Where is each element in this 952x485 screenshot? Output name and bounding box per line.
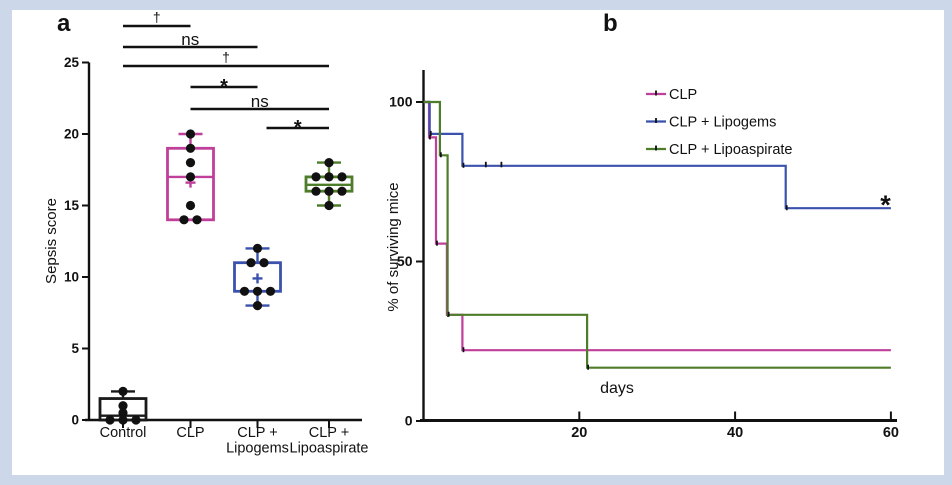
box-group-clp-lipogems xyxy=(233,243,282,311)
panel-b-y-tick-label: 0 xyxy=(405,413,413,429)
panel-a-category-label: Control xyxy=(100,425,147,441)
box-group-clp-lipoaspirate xyxy=(304,158,354,211)
box-group-clp xyxy=(166,129,215,225)
data-point xyxy=(185,129,196,139)
panel-b-x-tick-label: 40 xyxy=(727,425,743,441)
data-point xyxy=(324,172,334,182)
data-point xyxy=(324,158,334,168)
figure-canvas xyxy=(12,10,944,475)
data-point xyxy=(259,258,269,268)
survival-curve-clp-lipogems xyxy=(423,100,891,211)
data-point xyxy=(337,172,347,182)
step-line xyxy=(423,100,891,369)
panel-b-y-tick-label: 50 xyxy=(397,253,413,269)
data-point xyxy=(265,286,276,296)
panel-a-category-label: CLP xyxy=(176,425,204,441)
legend-label: CLP xyxy=(669,87,697,103)
legend-label: CLP + Lipoaspirate xyxy=(669,142,792,158)
data-point xyxy=(185,200,196,211)
data-point xyxy=(179,215,189,225)
data-point xyxy=(118,401,128,411)
panel-b-x-axis-title: days xyxy=(600,380,634,397)
panel-a-category-label: Lipogems xyxy=(226,441,289,457)
step-line xyxy=(423,100,891,210)
panel-a-y-tick-label: 0 xyxy=(71,413,79,428)
box-group-control xyxy=(98,386,148,425)
data-point xyxy=(252,286,263,296)
panel-a-y-tick-label: 15 xyxy=(64,198,80,213)
data-point xyxy=(311,172,321,182)
data-point xyxy=(324,186,334,196)
step-line xyxy=(423,100,891,352)
legend-label: CLP + Lipogems xyxy=(669,115,776,131)
data-point xyxy=(118,386,128,396)
data-point xyxy=(324,200,334,211)
data-point xyxy=(131,415,141,425)
sig-label: * xyxy=(220,76,228,98)
data-point xyxy=(118,415,128,425)
data-point xyxy=(239,286,250,296)
sig-label: † xyxy=(222,49,230,65)
data-point xyxy=(118,408,128,418)
sig-label: ns xyxy=(251,92,269,111)
legend: CLP CLP + Lipogems CLP + Lipoaspirate xyxy=(646,87,792,158)
panel-a-category-label: CLP + xyxy=(309,425,349,441)
panel-a-label: a xyxy=(57,10,71,37)
panel-a-y-tick-label: 20 xyxy=(64,127,79,142)
panel-a-y-tick-label: 25 xyxy=(64,55,80,70)
panel-a-y-axis-title: Sepsis score xyxy=(43,198,60,284)
panel-a-category-label: CLP + xyxy=(237,425,277,441)
panel-b-y-axis-title: % of surviving mice xyxy=(385,182,402,311)
panel-b-sig-asterisk: * xyxy=(880,190,891,220)
panel-b-y-tick-label: 100 xyxy=(389,94,413,110)
data-point xyxy=(337,186,347,196)
data-point xyxy=(246,258,256,268)
sig-label: † xyxy=(153,9,161,25)
panel-b-x-tick-label: 60 xyxy=(883,425,899,441)
sig-label: ns xyxy=(181,30,199,49)
data-point xyxy=(185,172,196,182)
data-point xyxy=(192,215,202,225)
sig-label: * xyxy=(294,117,302,139)
data-point xyxy=(252,243,263,253)
data-point xyxy=(105,415,115,425)
data-point xyxy=(185,143,196,153)
panel-a-category-label: Lipoaspirate xyxy=(290,441,369,457)
data-point xyxy=(185,158,196,168)
panel-a-y-tick-label: 10 xyxy=(64,270,79,285)
panel-a-y-tick-label: 5 xyxy=(71,341,79,356)
data-point xyxy=(252,301,263,311)
panel-b-label: b xyxy=(603,10,618,37)
survival-curve-clp-lipoaspirate xyxy=(423,100,891,370)
data-point xyxy=(311,186,321,196)
panel-b-x-tick-label: 20 xyxy=(571,425,587,441)
